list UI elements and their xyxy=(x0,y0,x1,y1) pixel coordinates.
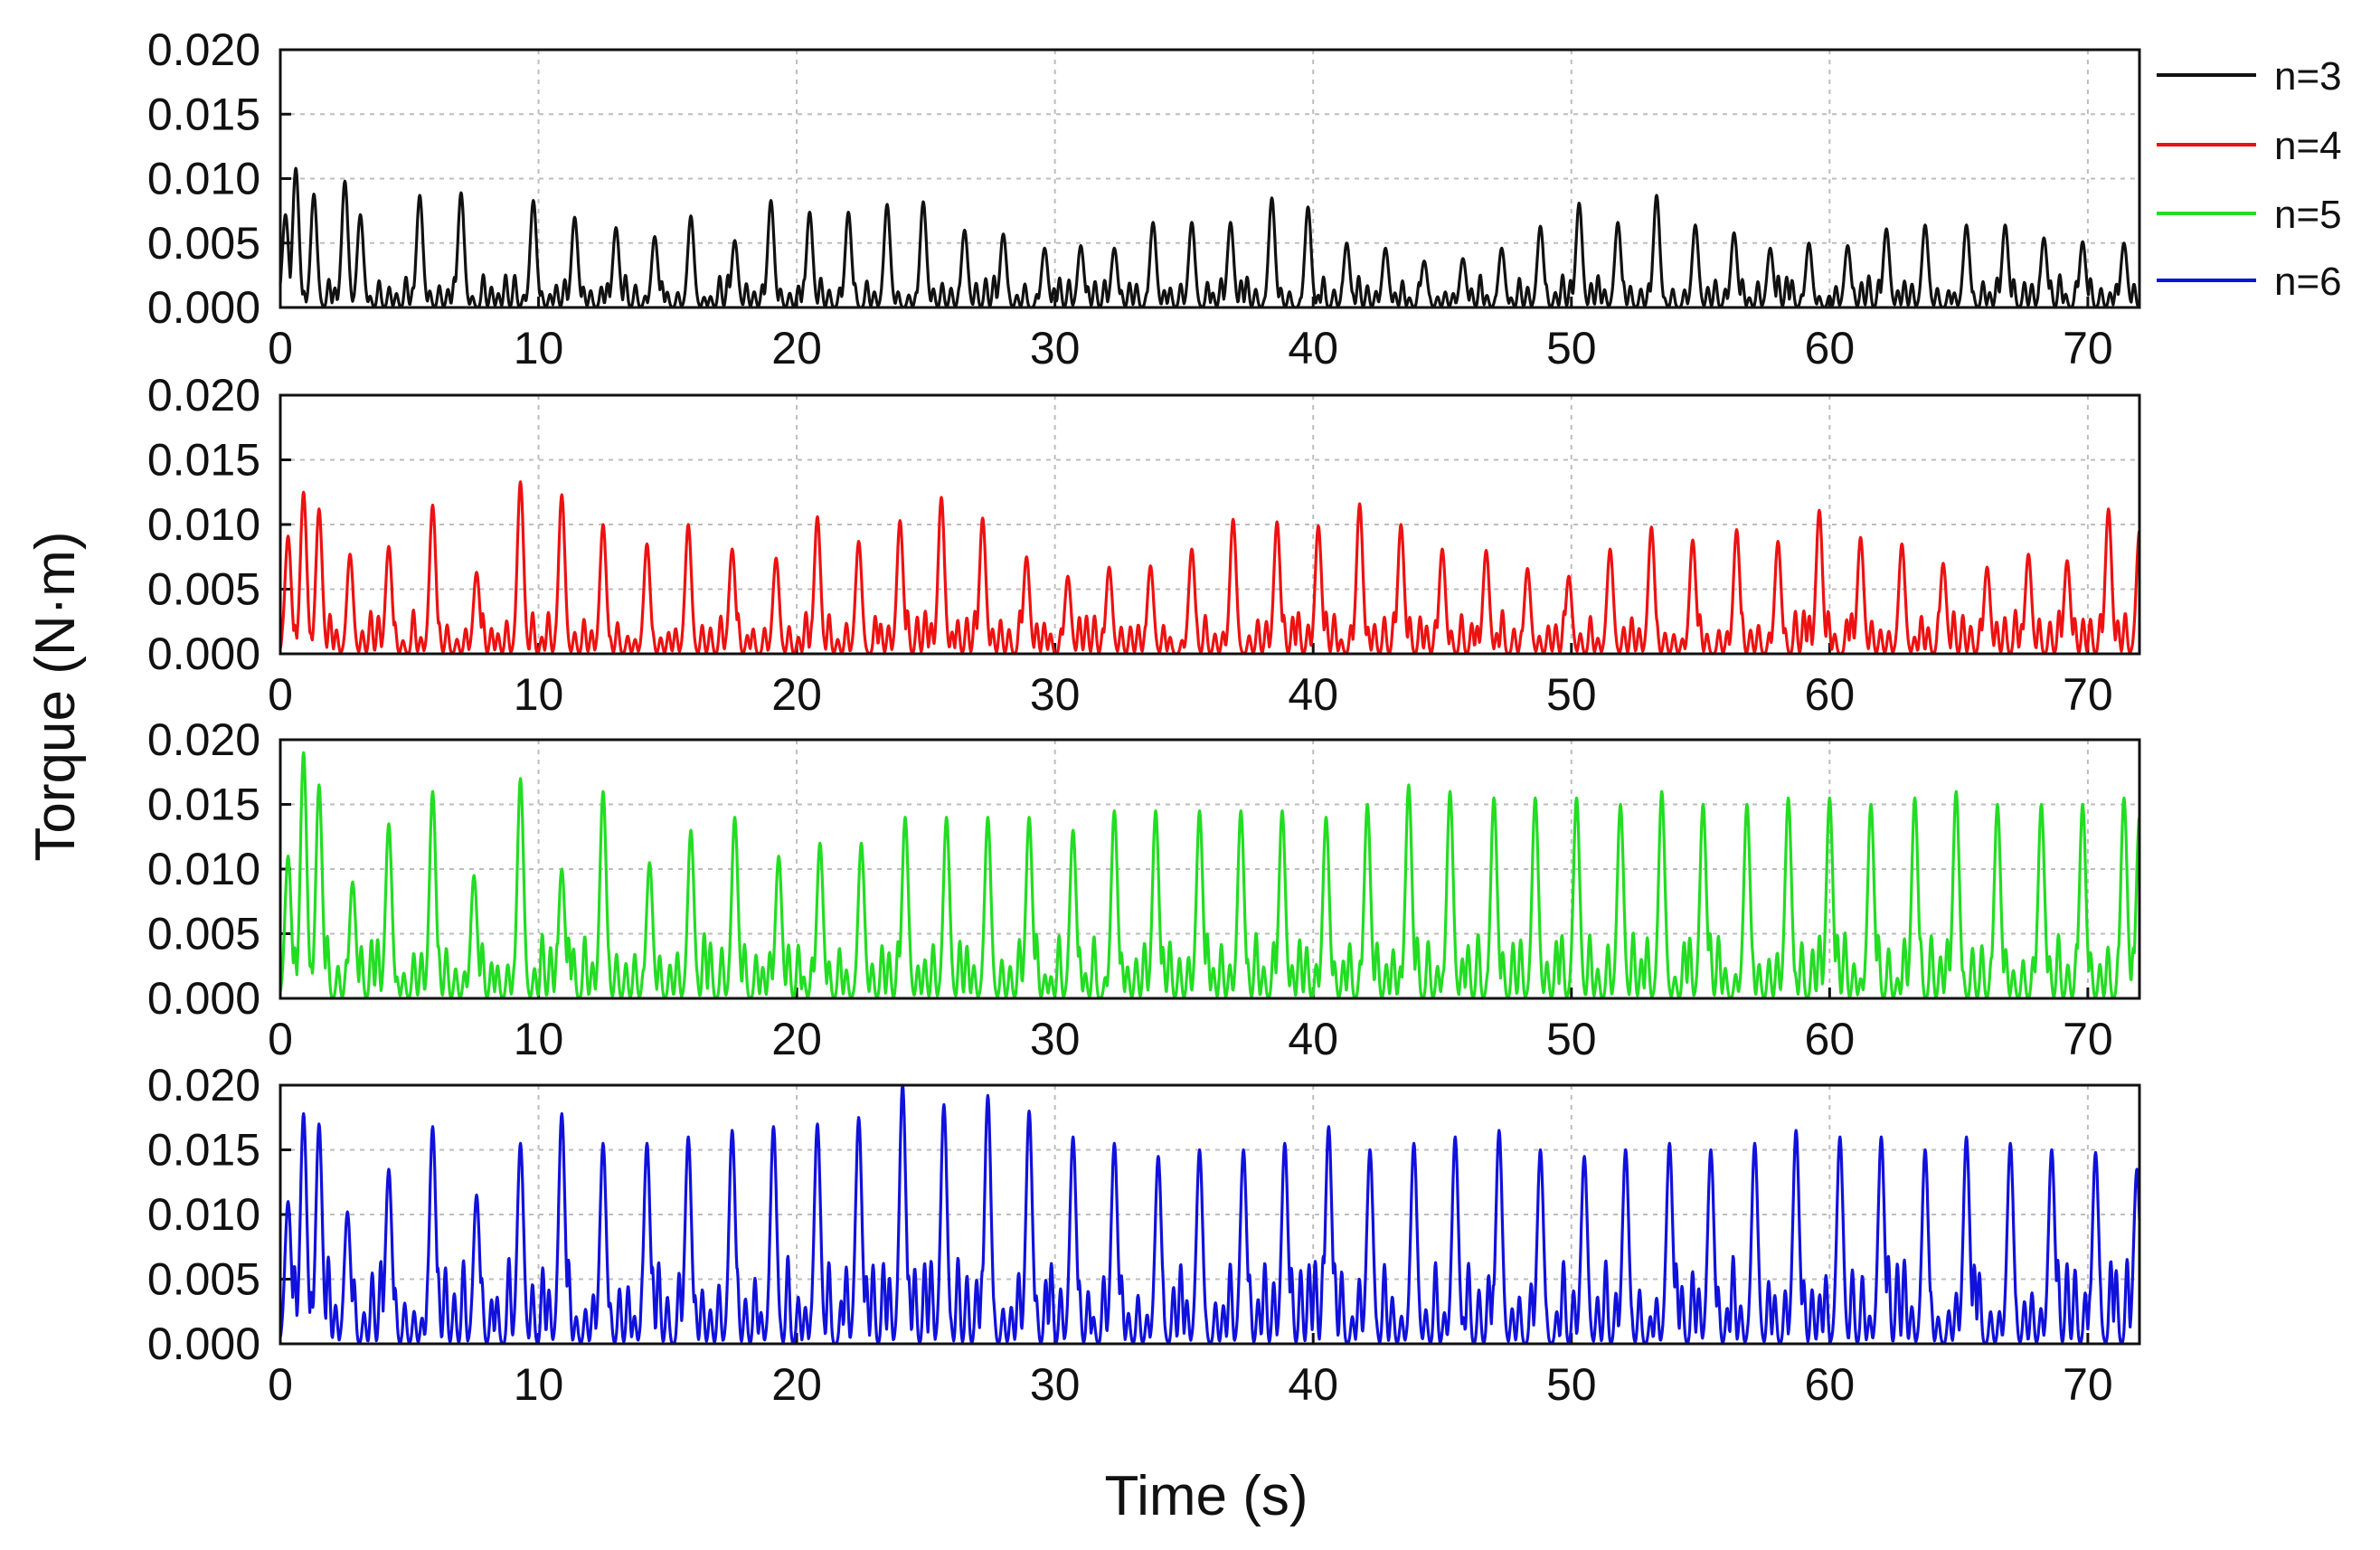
x-tick-label: 70 xyxy=(2063,669,2113,720)
x-tick-label: 0 xyxy=(268,1359,293,1410)
legend-item-n4: n=4 xyxy=(2157,124,2342,168)
x-tick-label: 30 xyxy=(1030,1359,1081,1410)
x-tick-label: 30 xyxy=(1030,669,1081,720)
x-ticks-panel-n4: 0 10 20 30 40 50 60 70 xyxy=(268,669,2113,720)
y-axis-title: Torque (N·m) xyxy=(24,531,87,861)
x-tick-label: 20 xyxy=(771,1359,822,1410)
plot-frame xyxy=(279,1083,2141,1346)
x-tick-label: 40 xyxy=(1288,1014,1338,1064)
x-tick-label: 20 xyxy=(771,1014,822,1064)
x-tick-label: 60 xyxy=(1805,669,1856,720)
plot-frame xyxy=(279,393,2141,656)
x-tick-label: 10 xyxy=(514,1359,564,1410)
y-tick-label: 0.015 xyxy=(147,1125,260,1176)
legend-label: n=3 xyxy=(2274,54,2342,99)
x-tick-label: 10 xyxy=(514,323,564,373)
x-tick-label: 30 xyxy=(1030,323,1081,373)
x-tick-label: 50 xyxy=(1546,669,1597,720)
curve-panel-n3 xyxy=(279,166,2140,309)
y-tick-label: 0.000 xyxy=(147,1318,260,1369)
y-tick-label: 0.000 xyxy=(147,629,260,679)
x-tick-label: 60 xyxy=(1805,1359,1856,1410)
y-tick-label: 0.015 xyxy=(147,780,260,830)
plot-frame xyxy=(279,48,2141,309)
x-tick-label: 60 xyxy=(1805,323,1856,373)
y-tick-label: 0.015 xyxy=(147,89,260,139)
x-tick-label: 30 xyxy=(1030,1014,1081,1064)
x-tick-label: 20 xyxy=(771,669,822,720)
x-tick-label: 40 xyxy=(1288,1359,1338,1410)
x-tick-label: 70 xyxy=(2063,1359,2113,1410)
x-tick-label: 70 xyxy=(2063,323,2113,373)
y-ticks-panel-n6: 0.000 0.005 0.010 0.015 0.020 xyxy=(147,1060,260,1369)
y-tick-label: 0.005 xyxy=(147,564,260,615)
y-ticks-panel-n3: 0.000 0.005 0.010 0.015 0.020 xyxy=(147,24,260,333)
y-tick-label: 0.010 xyxy=(147,499,260,550)
y-tick-label: 0.015 xyxy=(147,435,260,486)
legend: n=3 n=4 n=5 n=6 xyxy=(2157,54,2342,304)
legend-label: n=6 xyxy=(2274,260,2342,304)
x-tick-label: 10 xyxy=(514,1014,564,1064)
x-ticks-panel-n5: 0 10 20 30 40 50 60 70 xyxy=(268,1014,2113,1064)
y-tick-label: 0.010 xyxy=(147,1189,260,1240)
x-tick-label: 0 xyxy=(268,1014,293,1064)
x-ticks-panel-n3: 0 10 20 30 40 50 60 70 xyxy=(268,323,2113,373)
legend-item-n6: n=6 xyxy=(2157,260,2342,304)
x-tick-label: 20 xyxy=(771,323,822,373)
y-tick-label: 0.000 xyxy=(147,282,260,333)
y-tick-label: 0.000 xyxy=(147,973,260,1024)
panel-n5: 0.000 0.005 0.010 0.015 0.020 0 10 20 30… xyxy=(147,714,2141,1064)
y-tick-label: 0.010 xyxy=(147,154,260,204)
y-tick-label: 0.005 xyxy=(147,1254,260,1305)
y-tick-label: 0.020 xyxy=(147,370,260,421)
series-line-n3 xyxy=(279,166,2140,309)
legend-label: n=4 xyxy=(2274,124,2342,168)
curve-panel-n5 xyxy=(279,751,2141,1000)
y-tick-label: 0.005 xyxy=(147,218,260,269)
x-tick-label: 50 xyxy=(1546,1014,1597,1064)
x-tick-label: 50 xyxy=(1546,323,1597,373)
legend-item-n5: n=5 xyxy=(2157,193,2342,237)
x-axis-title: Time (s) xyxy=(1105,1465,1308,1527)
legend-item-n3: n=3 xyxy=(2157,54,2342,99)
y-tick-label: 0.020 xyxy=(147,24,260,75)
y-tick-label: 0.010 xyxy=(147,844,260,894)
x-tick-label: 40 xyxy=(1288,323,1338,373)
y-ticks-panel-n5: 0.000 0.005 0.010 0.015 0.020 xyxy=(147,714,260,1024)
x-tick-label: 60 xyxy=(1805,1014,1856,1064)
x-tick-label: 0 xyxy=(268,323,293,373)
panel-n6: 0.000 0.005 0.010 0.015 0.020 0 10 20 30… xyxy=(147,1060,2141,1410)
panel-n3: 0.000 0.005 0.010 0.015 0.020 0 10 20 30… xyxy=(147,24,2141,373)
y-tick-label: 0.020 xyxy=(147,1060,260,1111)
x-tick-label: 40 xyxy=(1288,669,1338,720)
x-tick-label: 0 xyxy=(268,669,293,720)
y-tick-label: 0.020 xyxy=(147,714,260,765)
y-tick-label: 0.005 xyxy=(147,909,260,959)
legend-label: n=5 xyxy=(2274,193,2342,237)
y-ticks-panel-n4: 0.000 0.005 0.010 0.015 0.020 xyxy=(147,370,260,679)
x-ticks-panel-n6: 0 10 20 30 40 50 60 70 xyxy=(268,1359,2113,1410)
x-tick-label: 10 xyxy=(514,669,564,720)
x-tick-label: 50 xyxy=(1546,1359,1597,1410)
x-tick-label: 70 xyxy=(2063,1014,2113,1064)
series-line-n5 xyxy=(279,751,2141,1000)
panel-n4: 0.000 0.005 0.010 0.015 0.020 0 10 20 30… xyxy=(147,370,2141,720)
plot-frame xyxy=(279,738,2141,1000)
